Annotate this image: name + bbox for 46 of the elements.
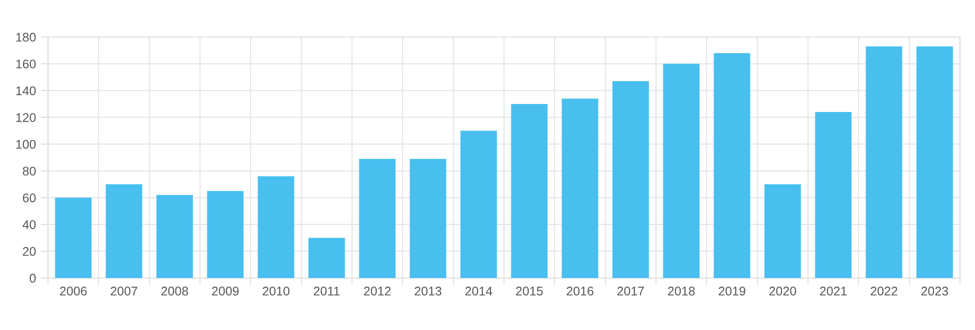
bar	[663, 64, 700, 278]
x-tick-label: 2009	[212, 286, 239, 296]
x-tick-label: 2015	[516, 286, 543, 296]
x-tick-label: 2014	[465, 286, 492, 296]
x-tick-label: 2012	[364, 286, 391, 296]
bar	[308, 238, 345, 278]
y-tick-label: 180	[16, 32, 36, 42]
bar	[916, 46, 953, 278]
bar	[258, 176, 294, 278]
x-tick-label: 2021	[820, 286, 847, 296]
x-tick-label: 2020	[769, 286, 796, 296]
y-tick-label: 120	[16, 113, 36, 122]
y-tick-label: 80	[22, 166, 36, 176]
bar	[55, 198, 92, 278]
x-tick-label: 2011	[314, 286, 340, 296]
bar	[207, 190, 244, 278]
y-tick-label: 20	[22, 247, 36, 256]
x-tick-label: 2019	[718, 286, 746, 296]
y-tick-label: 140	[16, 86, 36, 96]
bar	[764, 184, 801, 278]
bar	[359, 158, 396, 278]
x-tick-label: 2022	[870, 286, 898, 296]
bar	[815, 112, 852, 278]
bar	[511, 104, 548, 278]
x-tick-label: 2018	[668, 286, 695, 296]
bar	[612, 81, 649, 278]
x-tick-label: 2017	[617, 286, 644, 296]
x-tick-label: 2013	[414, 286, 442, 296]
bar	[156, 194, 193, 278]
x-tick-label: 2008	[161, 286, 188, 296]
y-tick-label: 160	[16, 60, 36, 68]
y-tick-label: 0	[30, 274, 36, 283]
x-tick-label: 2010	[262, 286, 290, 296]
bar	[714, 53, 750, 278]
y-tick-label: 60	[22, 193, 36, 202]
y-tick-label: 100	[16, 140, 36, 149]
bar	[460, 130, 497, 278]
bar	[410, 158, 446, 278]
x-tick-label: 2023	[921, 286, 948, 296]
bar	[866, 46, 902, 278]
x-tick-label: 2006	[60, 286, 87, 296]
bar	[562, 98, 598, 278]
bar	[106, 184, 142, 278]
y-tick-label: 40	[22, 220, 36, 230]
x-tick-label: 2007	[110, 286, 138, 296]
x-tick-label: 2016	[566, 286, 594, 296]
